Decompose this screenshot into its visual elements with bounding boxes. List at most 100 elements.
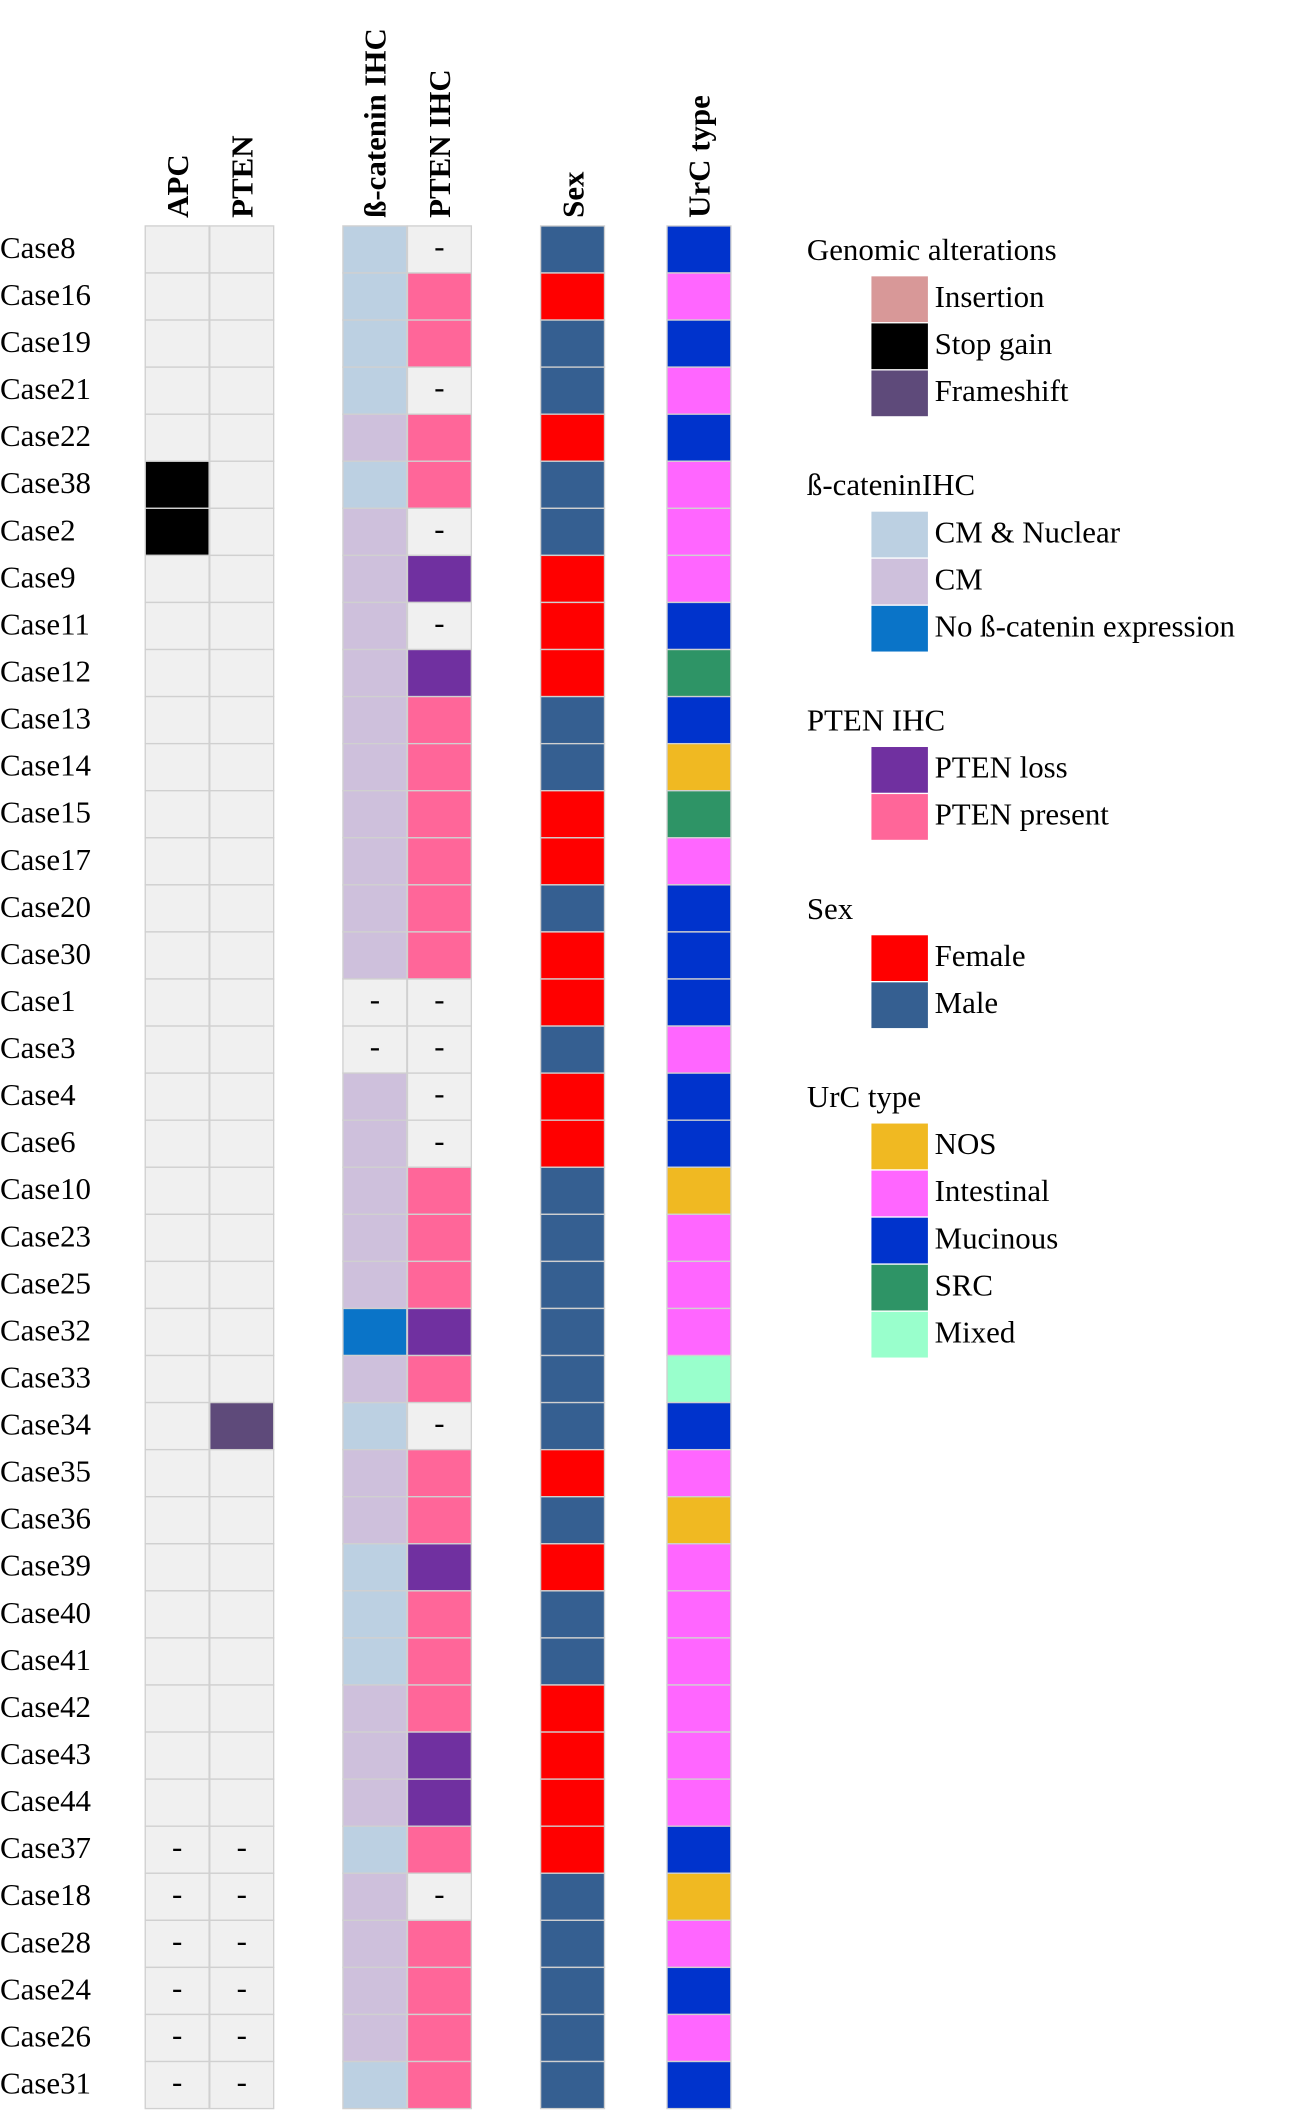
cell xyxy=(539,742,606,792)
case-label: Case42 xyxy=(0,1689,91,1724)
cell xyxy=(539,1025,606,1074)
cell xyxy=(209,1166,275,1215)
legend-swatch xyxy=(871,935,928,982)
cell xyxy=(144,1354,210,1404)
cell xyxy=(406,1307,473,1357)
cell-text: - xyxy=(237,1923,247,1958)
cell xyxy=(144,1260,210,1310)
cell-text: - xyxy=(172,1829,182,1864)
cell xyxy=(144,1590,210,1639)
cell xyxy=(666,554,732,604)
cell-text: - xyxy=(237,2017,247,2052)
cell xyxy=(406,837,473,886)
cell xyxy=(144,2060,210,2110)
cell xyxy=(406,1496,473,1545)
legend-swatch xyxy=(871,1123,928,1170)
column-header: UrC type xyxy=(682,95,717,218)
cell xyxy=(209,648,275,698)
case-label: Case16 xyxy=(0,277,91,312)
cell xyxy=(539,1543,606,1592)
cell xyxy=(539,837,606,886)
cell xyxy=(209,978,275,1027)
cell xyxy=(209,2013,275,2063)
cell xyxy=(406,2013,473,2063)
cell xyxy=(144,225,210,274)
legend-label: CM & Nuclear xyxy=(935,514,1121,549)
case-label: Case17 xyxy=(0,842,91,877)
legend-title: Genomic alterations xyxy=(807,232,1057,267)
legend-swatch xyxy=(871,982,928,1029)
cell xyxy=(144,366,210,415)
legend-swatch xyxy=(871,794,928,840)
cell xyxy=(539,1590,606,1639)
cell xyxy=(539,931,606,980)
cell xyxy=(406,1543,473,1592)
cell xyxy=(666,413,732,462)
cell xyxy=(144,1684,210,1733)
cell-text: - xyxy=(172,2064,182,2099)
legend-swatch xyxy=(871,558,928,605)
cell xyxy=(144,1448,210,1498)
cell xyxy=(144,272,210,321)
cell xyxy=(666,1025,732,1074)
cell xyxy=(666,366,732,415)
cell xyxy=(406,1637,473,1686)
cell xyxy=(209,1919,275,1969)
cell xyxy=(144,460,210,509)
cell xyxy=(209,1307,275,1357)
cell xyxy=(666,1637,732,1686)
cell xyxy=(209,1448,275,1498)
legend-label: PTEN present xyxy=(935,797,1110,832)
cell xyxy=(539,1778,606,1827)
cell xyxy=(539,1072,606,1121)
cell xyxy=(342,1072,408,1121)
cell-text: - xyxy=(434,1076,444,1111)
case-label: Case32 xyxy=(0,1312,91,1347)
cell xyxy=(406,1025,473,1074)
cell xyxy=(342,1496,408,1545)
cell xyxy=(209,1590,275,1639)
cell xyxy=(342,1213,408,1263)
cell xyxy=(209,1731,275,1780)
cell xyxy=(539,1260,606,1310)
cell xyxy=(144,319,210,368)
cell xyxy=(209,790,275,839)
case-label: Case14 xyxy=(0,748,91,783)
cell xyxy=(144,554,210,604)
cell xyxy=(666,1354,732,1404)
cell xyxy=(406,272,473,321)
cell xyxy=(406,1590,473,1639)
cell xyxy=(144,1543,210,1592)
cell-text: - xyxy=(237,1829,247,1864)
legend-swatch xyxy=(871,323,928,370)
cell xyxy=(539,2060,606,2110)
case-label: Case43 xyxy=(0,1736,91,1771)
cell xyxy=(342,1354,408,1404)
cell xyxy=(666,1825,732,1874)
cell xyxy=(666,460,732,509)
cell xyxy=(209,413,275,462)
cell xyxy=(406,2060,473,2110)
cell xyxy=(406,742,473,792)
cell xyxy=(666,1872,732,1921)
cell xyxy=(539,790,606,839)
cell xyxy=(209,554,275,604)
cell xyxy=(666,837,732,886)
cell xyxy=(209,1684,275,1733)
cell xyxy=(209,460,275,509)
cell xyxy=(406,1684,473,1733)
cell xyxy=(209,1778,275,1827)
cell xyxy=(342,1590,408,1639)
cell xyxy=(144,742,210,792)
legend-title: PTEN IHC xyxy=(807,703,945,738)
cell xyxy=(406,978,473,1027)
cell xyxy=(539,1448,606,1498)
cell xyxy=(144,1825,210,1874)
cell xyxy=(539,1496,606,1545)
cell xyxy=(666,1966,732,2016)
cell xyxy=(144,1166,210,1215)
cell xyxy=(406,1213,473,1263)
cell xyxy=(539,884,606,933)
legend-label: PTEN loss xyxy=(935,750,1068,785)
cell xyxy=(342,1731,408,1780)
